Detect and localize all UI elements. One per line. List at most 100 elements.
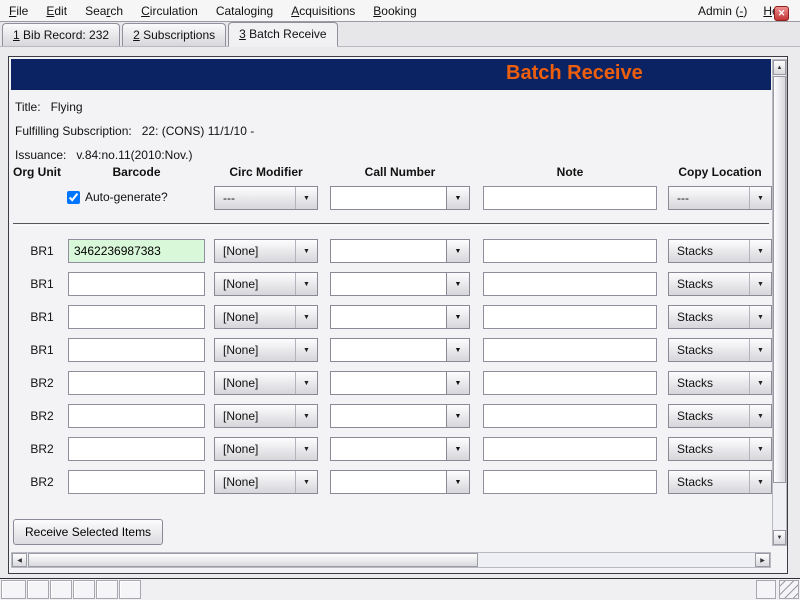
- close-tab-icon[interactable]: ✕: [774, 6, 789, 21]
- barcode-input[interactable]: [68, 272, 205, 296]
- scroll-up-icon[interactable]: ▲: [773, 60, 786, 75]
- note-input[interactable]: [483, 239, 657, 263]
- org-unit-label: BR2: [30, 409, 54, 423]
- default-call-number-input[interactable]: [331, 187, 446, 209]
- copy-location-dropdown[interactable]: Stacks ▼: [668, 437, 772, 461]
- tab-batch-receive[interactable]: 3 Batch Receive: [228, 22, 338, 47]
- note-input[interactable]: [483, 371, 657, 395]
- chevron-down-icon[interactable]: ▼: [446, 187, 469, 209]
- barcode-input[interactable]: [68, 470, 205, 494]
- horizontal-scrollbar[interactable]: ◀ ▶: [11, 552, 771, 568]
- copy-location-dropdown[interactable]: Stacks ▼: [668, 338, 772, 362]
- chevron-down-icon[interactable]: ▼: [446, 438, 469, 460]
- org-unit-label: BR2: [30, 376, 54, 390]
- chevron-down-icon[interactable]: ▼: [446, 273, 469, 295]
- call-number-input[interactable]: [331, 273, 446, 295]
- column-header-barcode: Barcode: [112, 165, 161, 179]
- status-box: [96, 580, 118, 599]
- menu-search[interactable]: Search: [85, 3, 124, 18]
- scroll-down-icon[interactable]: ▼: [773, 530, 786, 545]
- receive-selected-items-button[interactable]: Receive Selected Items: [13, 519, 164, 545]
- call-number-combo[interactable]: ▼: [330, 305, 470, 329]
- vertical-scrollbar-thumb[interactable]: [773, 76, 786, 483]
- chevron-down-icon: ▼: [749, 240, 771, 262]
- circ-modifier-dropdown[interactable]: [None] ▼: [214, 305, 318, 329]
- tab-subscriptions[interactable]: 2 Subscriptions: [122, 23, 227, 46]
- barcode-input[interactable]: [68, 404, 205, 428]
- note-input[interactable]: [483, 305, 657, 329]
- barcode-input[interactable]: [68, 437, 205, 461]
- call-number-combo[interactable]: ▼: [330, 272, 470, 296]
- batch-row: BR2 [None] ▼ ▼ Stacks ▼: [9, 466, 772, 499]
- barcode-input[interactable]: [68, 239, 205, 263]
- call-number-combo[interactable]: ▼: [330, 338, 470, 362]
- circ-modifier-dropdown[interactable]: [None] ▼: [214, 437, 318, 461]
- resize-grip-icon[interactable]: [779, 580, 799, 599]
- circ-modifier-dropdown[interactable]: [None] ▼: [214, 272, 318, 296]
- default-copy-location-dropdown[interactable]: --- ▼: [668, 186, 772, 210]
- copy-location-dropdown[interactable]: Stacks ▼: [668, 470, 772, 494]
- call-number-input[interactable]: [331, 471, 446, 493]
- chevron-down-icon[interactable]: ▼: [446, 339, 469, 361]
- barcode-input[interactable]: [68, 305, 205, 329]
- chevron-down-icon[interactable]: ▼: [446, 306, 469, 328]
- menu-edit[interactable]: Edit: [46, 3, 68, 18]
- copy-location-dropdown[interactable]: Stacks ▼: [668, 239, 772, 263]
- default-call-number-combo[interactable]: ▼: [330, 186, 470, 210]
- note-input[interactable]: [483, 338, 657, 362]
- call-number-combo[interactable]: ▼: [330, 371, 470, 395]
- copy-location-dropdown[interactable]: Stacks ▼: [668, 272, 772, 296]
- chevron-down-icon: ▼: [749, 187, 771, 209]
- chevron-down-icon[interactable]: ▼: [446, 240, 469, 262]
- circ-modifier-dropdown[interactable]: [None] ▼: [214, 338, 318, 362]
- call-number-input[interactable]: [331, 405, 446, 427]
- chevron-down-icon: ▼: [295, 187, 317, 209]
- barcode-input[interactable]: [68, 338, 205, 362]
- menu-circulation[interactable]: Circulation: [141, 3, 198, 18]
- call-number-combo[interactable]: ▼: [330, 239, 470, 263]
- auto-generate-label: Auto-generate?: [85, 190, 168, 204]
- note-input[interactable]: [483, 437, 657, 461]
- horizontal-scrollbar-thumb[interactable]: [28, 553, 478, 567]
- call-number-input[interactable]: [331, 240, 446, 262]
- call-number-input[interactable]: [331, 339, 446, 361]
- menu-acquisitions[interactable]: Acquisitions: [291, 3, 356, 18]
- menu-file[interactable]: File: [9, 3, 29, 18]
- default-note-input[interactable]: [483, 186, 657, 210]
- barcode-input[interactable]: [68, 371, 205, 395]
- circ-modifier-dropdown[interactable]: [None] ▼: [214, 239, 318, 263]
- call-number-input[interactable]: [331, 372, 446, 394]
- note-input[interactable]: [483, 470, 657, 494]
- scroll-left-icon[interactable]: ◀: [12, 553, 27, 567]
- auto-generate-checkbox[interactable]: [67, 190, 80, 204]
- chevron-down-icon[interactable]: ▼: [446, 405, 469, 427]
- vertical-scrollbar[interactable]: ▲ ▼: [772, 59, 787, 546]
- batch-row: BR1 [None] ▼ ▼ Stacks ▼: [9, 301, 772, 334]
- menu-admin[interactable]: Admin (-): [697, 3, 748, 18]
- note-input[interactable]: [483, 272, 657, 296]
- menu-booking[interactable]: Booking: [373, 3, 417, 18]
- chevron-down-icon[interactable]: ▼: [446, 471, 469, 493]
- circ-modifier-dropdown[interactable]: [None] ▼: [214, 404, 318, 428]
- chevron-down-icon[interactable]: ▼: [446, 372, 469, 394]
- call-number-combo[interactable]: ▼: [330, 470, 470, 494]
- divider: [13, 223, 769, 225]
- note-input[interactable]: [483, 404, 657, 428]
- copy-location-dropdown[interactable]: Stacks ▼: [668, 404, 772, 428]
- scroll-right-icon[interactable]: ▶: [755, 553, 770, 567]
- circ-modifier-dropdown[interactable]: [None] ▼: [214, 371, 318, 395]
- call-number-combo[interactable]: ▼: [330, 437, 470, 461]
- call-number-input[interactable]: [331, 306, 446, 328]
- info-block: Title: Flying Fulfilling Subscription: 22:…: [15, 95, 254, 167]
- tab-bib-record[interactable]: 1 Bib Record: 232: [2, 23, 121, 46]
- org-unit-label: BR1: [30, 310, 54, 324]
- default-circ-modifier-dropdown[interactable]: --- ▼: [214, 186, 318, 210]
- circ-modifier-dropdown[interactable]: [None] ▼: [214, 470, 318, 494]
- call-number-combo[interactable]: ▼: [330, 404, 470, 428]
- call-number-input[interactable]: [331, 438, 446, 460]
- chevron-down-icon: ▼: [749, 438, 771, 460]
- menu-cataloging[interactable]: Cataloging: [215, 3, 274, 18]
- issuance-label: Issuance:: [15, 148, 67, 162]
- copy-location-dropdown[interactable]: Stacks ▼: [668, 305, 772, 329]
- copy-location-dropdown[interactable]: Stacks ▼: [668, 371, 772, 395]
